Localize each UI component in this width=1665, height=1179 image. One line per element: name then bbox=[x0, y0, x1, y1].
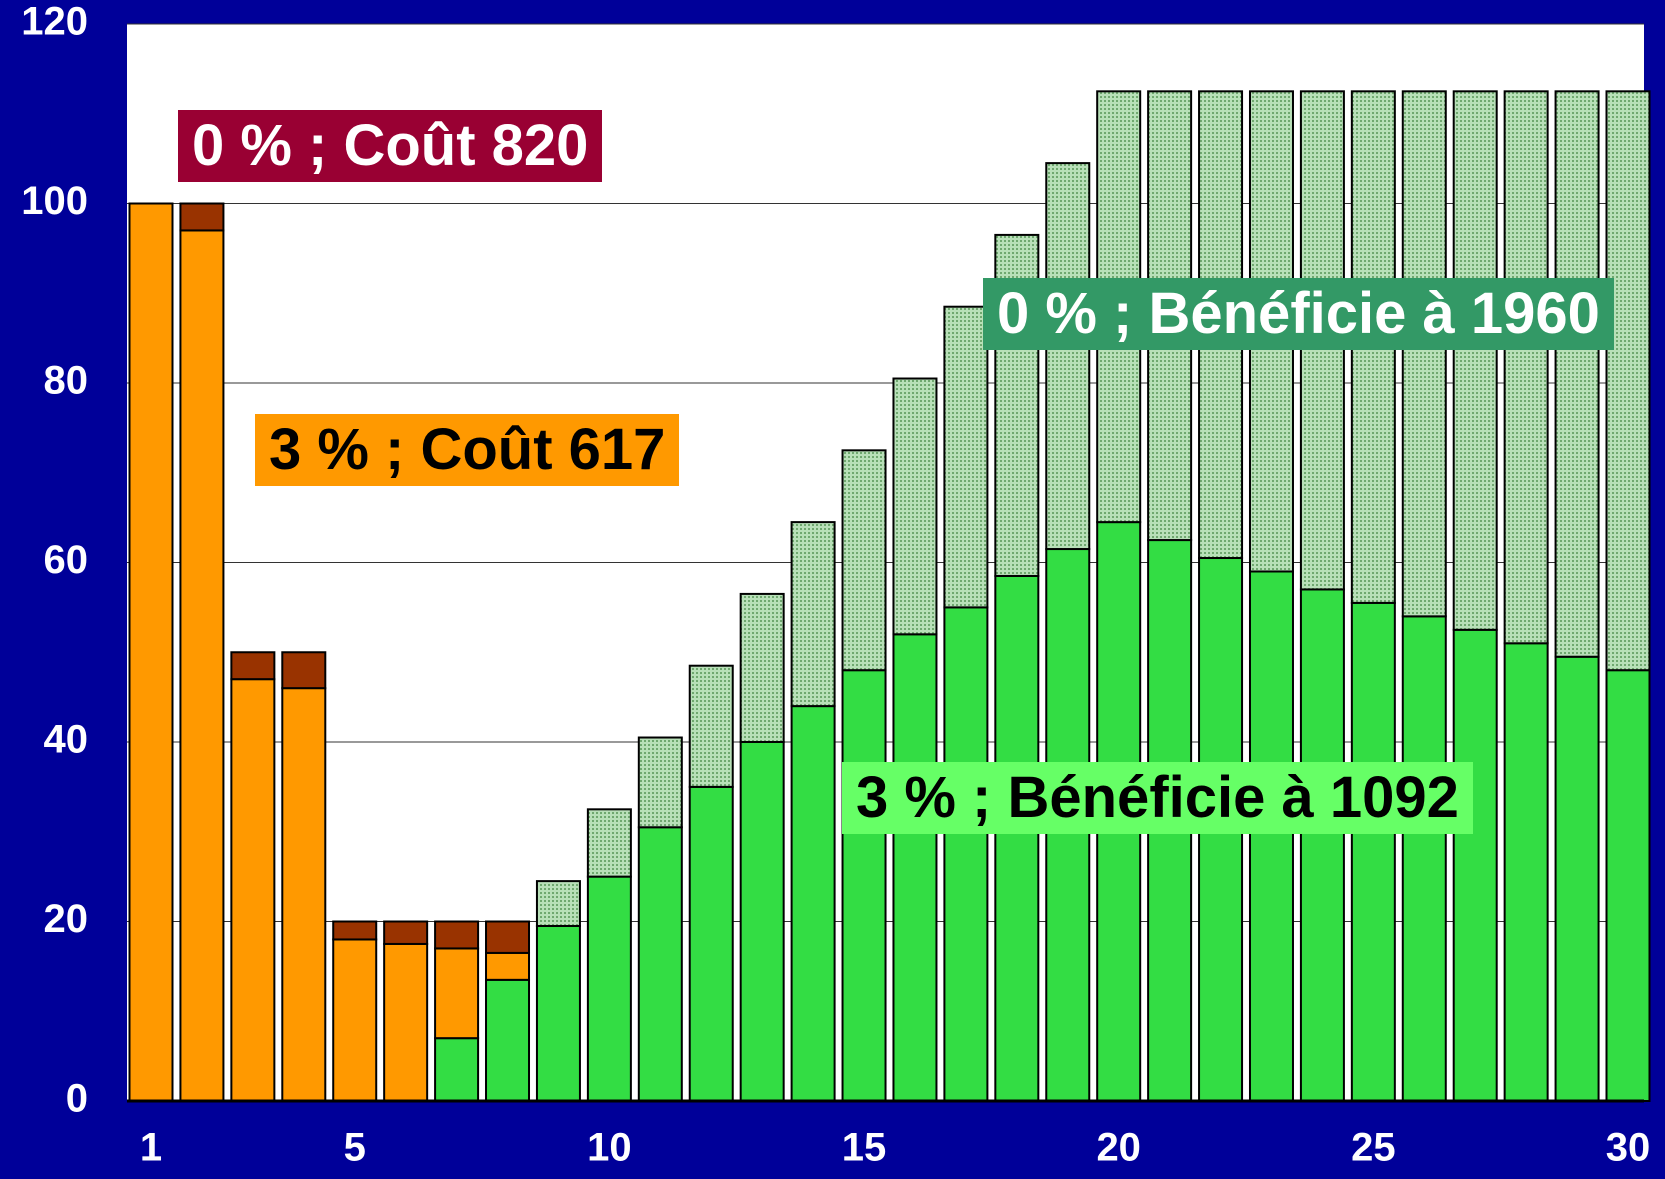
y-tick-label: 40 bbox=[44, 718, 89, 762]
bar-segment bbox=[383, 920, 429, 945]
bar-segment bbox=[637, 736, 683, 829]
bar-segment bbox=[688, 785, 734, 1102]
bar-segment bbox=[1452, 90, 1498, 631]
x-tick-label: 30 bbox=[1606, 1126, 1651, 1170]
bar-segment bbox=[1248, 570, 1294, 1102]
bar-segment bbox=[1503, 90, 1549, 645]
bar-segment bbox=[179, 202, 225, 232]
bar-segment bbox=[332, 920, 378, 941]
annotation: 3 % ; Coût 617 bbox=[255, 414, 680, 486]
bar-segment bbox=[688, 664, 734, 788]
bar-segment bbox=[943, 305, 989, 609]
bar-segment bbox=[739, 741, 785, 1102]
bar-segment bbox=[535, 880, 581, 927]
x-tick-label: 10 bbox=[587, 1126, 632, 1170]
bar-segment bbox=[637, 826, 683, 1102]
bar-segment bbox=[1554, 655, 1600, 1102]
annotation: 0 % ; Coût 820 bbox=[178, 110, 603, 182]
y-tick-label: 100 bbox=[21, 179, 88, 223]
x-tick-label: 25 bbox=[1351, 1126, 1396, 1170]
bar-segment bbox=[790, 521, 836, 708]
bar-segment bbox=[281, 651, 327, 690]
bar-segment bbox=[1045, 162, 1091, 551]
bar-segment bbox=[383, 942, 429, 1102]
bar-segment bbox=[179, 229, 225, 1103]
bar-segment bbox=[1503, 642, 1549, 1103]
bar-segment bbox=[1350, 601, 1396, 1102]
bar-segment bbox=[790, 705, 836, 1102]
x-tick-label: 20 bbox=[1096, 1126, 1141, 1170]
bar-segment bbox=[943, 606, 989, 1102]
bar-segment bbox=[1401, 90, 1447, 618]
bar-segment bbox=[485, 978, 531, 1103]
x-tick-label: 1 bbox=[140, 1126, 162, 1170]
bar-segment bbox=[434, 920, 480, 950]
bar-segment bbox=[1401, 615, 1447, 1102]
bar-segment bbox=[230, 651, 276, 681]
x-tick-label: 5 bbox=[344, 1126, 366, 1170]
bar-segment bbox=[841, 669, 887, 1102]
bar-segment bbox=[128, 202, 174, 1102]
y-tick-label: 120 bbox=[21, 0, 88, 44]
bar-segment bbox=[485, 920, 531, 954]
y-tick-label: 0 bbox=[66, 1077, 88, 1121]
bar-segment bbox=[485, 951, 531, 981]
y-tick-label: 60 bbox=[44, 538, 89, 582]
bar-segment bbox=[586, 875, 632, 1102]
bar-segment bbox=[892, 633, 938, 1102]
bar-segment bbox=[1605, 669, 1651, 1102]
bar-segment bbox=[892, 377, 938, 636]
bar-segment bbox=[230, 678, 276, 1102]
bar-segment bbox=[434, 1037, 480, 1103]
annotation: 3 % ; Bénéficie à 1092 bbox=[842, 762, 1473, 834]
y-tick-label: 20 bbox=[44, 897, 89, 941]
bar-segment bbox=[332, 938, 378, 1103]
bar-segment bbox=[841, 449, 887, 672]
bar-segment bbox=[1299, 588, 1345, 1102]
bar-segment bbox=[739, 592, 785, 743]
bar-segment bbox=[1605, 90, 1651, 672]
bar-segment bbox=[535, 924, 581, 1102]
annotation: 0 % ; Bénéficie à 1960 bbox=[983, 278, 1614, 350]
bar-segment bbox=[994, 574, 1040, 1102]
y-tick-label: 80 bbox=[44, 359, 89, 403]
x-tick-label: 15 bbox=[842, 1126, 887, 1170]
bar-segment bbox=[1452, 628, 1498, 1102]
bar-segment bbox=[434, 947, 480, 1040]
bar-segment bbox=[1554, 90, 1600, 658]
bar-segment bbox=[586, 808, 632, 878]
bar-segment bbox=[281, 687, 327, 1103]
